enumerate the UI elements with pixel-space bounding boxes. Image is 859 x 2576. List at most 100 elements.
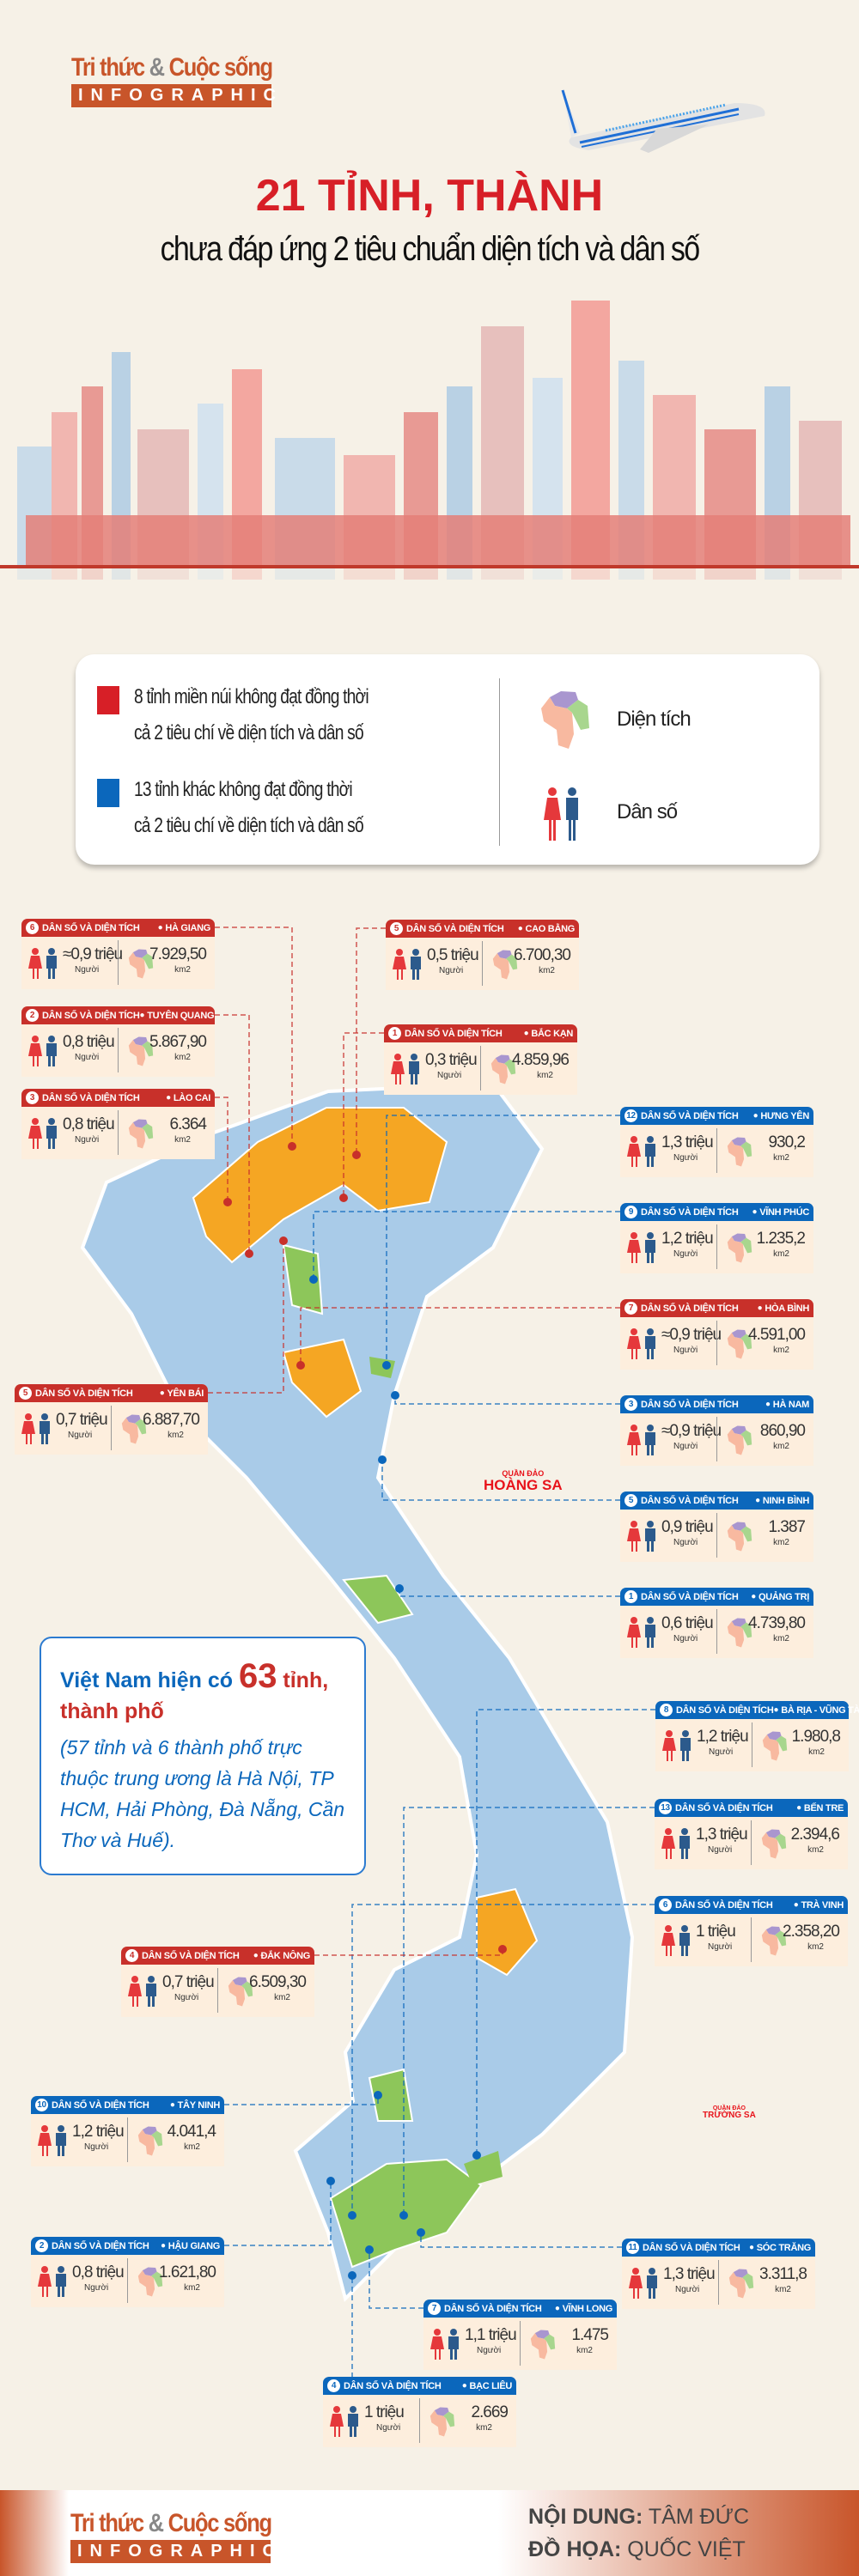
province-area-icon <box>756 1924 792 1961</box>
area-unit: km2 <box>174 1135 191 1145</box>
population-unit: Người <box>673 1634 698 1643</box>
province-dot <box>391 1391 399 1400</box>
card-label: DÂN SỐ VÀ DIỆN TÍCH <box>444 2303 542 2314</box>
connector-line <box>476 1709 655 2155</box>
area-value: 1.621,80 <box>159 2263 216 2281</box>
legend-red-text-1: 8 tỉnh miền núi không đạt đồng thời <box>134 685 369 708</box>
card-label: DÂN SỐ VÀ DIỆN TÍCH <box>675 1899 773 1911</box>
card-label: DÂN SỐ VÀ DIỆN TÍCH <box>42 922 140 933</box>
province-green-vinhphuc <box>282 1243 324 1315</box>
province-green-tayninh <box>368 2068 414 2122</box>
province-area-icon <box>487 948 523 985</box>
card-divider <box>751 1820 752 1865</box>
location-pin-icon: ● <box>157 923 163 933</box>
card-header: 2 DÂN SỐ VÀ DIỆN TÍCH ● TUYÊN QUANG <box>21 1006 215 1024</box>
population-icon <box>430 2329 461 2364</box>
population-value: 0,6 triệu <box>661 1614 714 1632</box>
card-divider <box>716 1417 717 1461</box>
area-unit: km2 <box>773 1153 789 1163</box>
province-green-bariavungtau <box>464 2151 503 2185</box>
area-value: 860,90 <box>759 1422 806 1440</box>
population-value: 0,7 triệu <box>56 1411 108 1429</box>
province-dot <box>245 1249 253 1258</box>
province-name: NINH BÌNH <box>762 1495 809 1506</box>
population-unit: Người <box>174 1993 199 2002</box>
card-header: 3 DÂN SỐ VÀ DIỆN TÍCH ● LÀO CAI <box>21 1089 215 1107</box>
legend-area-label: Diện tích <box>617 708 691 731</box>
province-area-icon <box>485 1053 521 1090</box>
card-divider <box>716 1224 717 1269</box>
location-pin-icon: ● <box>169 2100 175 2110</box>
card-divider <box>716 1513 717 1558</box>
card-header: 5 DÂN SỐ VÀ DIỆN TÍCH ● YÊN BÁI <box>15 1384 208 1402</box>
population-value: 1,3 triệu <box>663 2265 716 2283</box>
province-card: 6 DÂN SỐ VÀ DIỆN TÍCH ● HÀ GIANG ≈0,9 tr… <box>21 919 215 989</box>
area-unit: km2 <box>773 1442 789 1451</box>
population-value: 1,3 triệu <box>661 1133 714 1151</box>
province-card: 3 DÂN SỐ VÀ DIỆN TÍCH ● HÀ NAM ≈0,9 triệ… <box>620 1395 813 1466</box>
province-card: 5 DÂN SỐ VÀ DIỆN TÍCH ● CAO BẰNG 0,5 tri… <box>386 920 579 990</box>
location-pin-icon: ● <box>751 1592 756 1601</box>
province-card: 7 DÂN SỐ VÀ DIỆN TÍCH ● VĨNH LONG 1,1 tr… <box>423 2300 617 2370</box>
province-card: 4 DÂN SỐ VÀ DIỆN TÍCH ● ĐẮK NÔNG 0,7 tri… <box>121 1947 314 2017</box>
location-pin-icon: ● <box>253 1951 259 1960</box>
rank-badge: 4 <box>125 1949 138 1962</box>
population-unit: Người <box>68 1431 93 1440</box>
card-label: DÂN SỐ VÀ DIỆN TÍCH <box>675 1802 773 1814</box>
population-unit: Người <box>675 2285 700 2294</box>
rank-badge: 10 <box>35 2099 48 2111</box>
legend-panel: 8 tỉnh miền núi không đạt đồng thời cả 2… <box>76 654 819 865</box>
province-orange-north <box>192 1107 448 1264</box>
area-value: 4.041,4 <box>167 2123 216 2141</box>
province-name: VĨNH PHÚC <box>759 1206 809 1218</box>
province-area-icon <box>132 2124 168 2161</box>
airplane-illustration <box>561 89 765 153</box>
card-label: DÂN SỐ VÀ DIỆN TÍCH <box>52 2099 149 2111</box>
card-divider <box>118 1110 119 1155</box>
population-icon <box>38 2125 69 2160</box>
info-box: Việt Nam hiện có 63 tỉnh, thành phố (57 t… <box>40 1637 366 1875</box>
province-card: 8 DÂN SỐ VÀ DIỆN TÍCH ● BÀ RỊA - VŨNG TÀ… <box>655 1701 859 1771</box>
card-label: DÂN SỐ VÀ DIỆN TÍCH <box>641 1399 739 1410</box>
connector-line <box>420 2233 622 2248</box>
card-header: 5 DÂN SỐ VÀ DIỆN TÍCH ● NINH BÌNH <box>620 1492 813 1510</box>
population-value: ≈0,9 triệu <box>63 945 123 963</box>
card-divider <box>217 1968 218 2013</box>
card-label: DÂN SỐ VÀ DIỆN TÍCH <box>641 1303 739 1314</box>
province-name: HƯNG YÊN <box>760 1110 809 1121</box>
area-unit: km2 <box>168 1431 184 1440</box>
info-body: (57 tỉnh và 6 thành phố trực thuộc trung… <box>60 1736 345 1851</box>
connector-line <box>215 927 293 1146</box>
province-name: LÀO CAI <box>173 1092 210 1103</box>
card-header: 3 DÂN SỐ VÀ DIỆN TÍCH ● HÀ NAM <box>620 1395 813 1413</box>
legend-red-text-2: cả 2 tiêu chí về diện tích và dân số <box>134 721 364 744</box>
rank-badge: 13 <box>659 1801 672 1814</box>
province-name: BÀ RỊA - VŨNG TÀU <box>781 1704 859 1716</box>
brand-logo: Tri thức & Cuộc sống INFOGRAPHIC <box>71 53 276 107</box>
card-label: DÂN SỐ VÀ DIỆN TÍCH <box>405 1028 503 1039</box>
population-unit: Người <box>437 1071 462 1080</box>
population-unit: Người <box>673 1538 698 1547</box>
population-icon <box>128 1976 159 2011</box>
connector-line <box>343 1032 384 1198</box>
area-unit: km2 <box>775 2285 791 2294</box>
rank-badge: 4 <box>327 2379 340 2392</box>
population-icon <box>28 1036 59 1071</box>
card-label: DÂN SỐ VÀ DIỆN TÍCH <box>676 1704 774 1716</box>
credits: NỘI DUNG: TÂM ĐỨC ĐỒ HỌA: QUỐC VIỆT <box>528 2505 750 2561</box>
province-area-icon <box>722 1327 758 1364</box>
rank-badge: 6 <box>26 921 39 934</box>
location-pin-icon: ● <box>757 1303 763 1313</box>
card-label: DÂN SỐ VÀ DIỆN TÍCH <box>35 1388 133 1399</box>
area-value: 2.358,20 <box>783 1923 840 1941</box>
province-area-icon <box>222 1975 259 2012</box>
population-value: 0,3 triệu <box>425 1051 478 1069</box>
population-icon <box>393 949 423 984</box>
province-card: 2 DÂN SỐ VÀ DIỆN TÍCH ● HẬU GIANG 0,8 tr… <box>31 2237 224 2307</box>
rank-badge: 8 <box>660 1704 673 1716</box>
location-pin-icon: ● <box>523 1029 529 1038</box>
province-name: BẾN TRE <box>803 1802 844 1814</box>
province-dot <box>374 2091 382 2099</box>
population-icon <box>629 2268 660 2303</box>
connector-line <box>403 1807 655 2215</box>
